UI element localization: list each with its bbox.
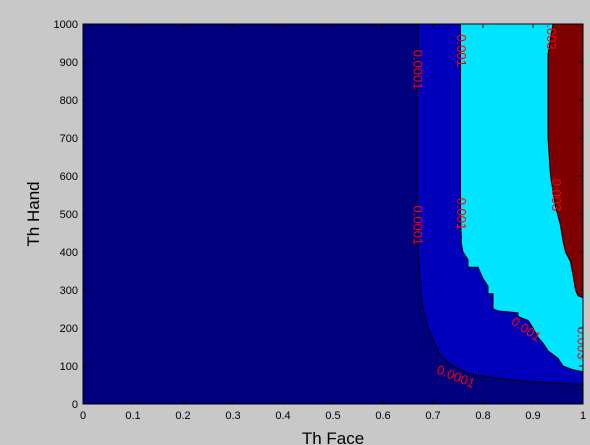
contour-label: 0.0001 [411,50,426,90]
x-tick-label: 0 [80,410,86,422]
y-tick-label: 1000 [54,19,78,31]
y-tick-label: 400 [60,247,78,259]
contour-region-0.003 [548,24,583,298]
x-tick-label: 0.8 [475,410,490,422]
y-tick-label: 900 [60,57,78,69]
contour-line-0.001 [460,24,583,373]
contour-label: 0.001 [454,34,469,67]
x-axis-ticks: 0 0.1 0.2 0.3 0.4 0.5 0.6 0.7 0.8 0.9 1 [80,24,586,422]
y-tick-label: 600 [60,171,78,183]
y-tick-label: 0 [72,399,78,411]
contour-label: 0.003 [544,17,559,50]
contour-line-0.003 [547,24,583,299]
plot-area: 0.00010.00010.00010.0010.0010.0010.0030.… [83,17,590,404]
y-axis-ticks: 0 100 200 300 400 500 600 700 800 900 1000 [54,19,583,411]
x-tick-label: 0.7 [425,410,440,422]
x-tick-label: 0.6 [375,410,390,422]
y-tick-label: 700 [60,133,78,145]
x-tick-label: 0.1 [125,410,140,422]
x-tick-label: 1 [580,410,586,422]
y-tick-label: 800 [60,95,78,107]
contour-label: 0.003 [549,179,564,212]
y-tick-label: 100 [60,361,78,373]
y-tick-label: 200 [60,323,78,335]
x-tick-label: 0.9 [525,410,540,422]
x-axis-title: Th Face [302,429,364,445]
x-tick-label: 0.4 [275,410,290,422]
y-axis-title: Th Hand [24,181,43,246]
contour-label: 0.0001 [411,206,426,246]
x-tick-label: 0.5 [325,410,340,422]
contour-label: 0.003 [575,327,590,360]
contour-line-0.0001 [416,24,583,385]
y-tick-label: 500 [60,209,78,221]
y-tick-label: 300 [60,285,78,297]
contour-label: 0.001 [454,198,469,231]
x-tick-label: 0.3 [225,410,240,422]
x-tick-label: 0.2 [175,410,190,422]
